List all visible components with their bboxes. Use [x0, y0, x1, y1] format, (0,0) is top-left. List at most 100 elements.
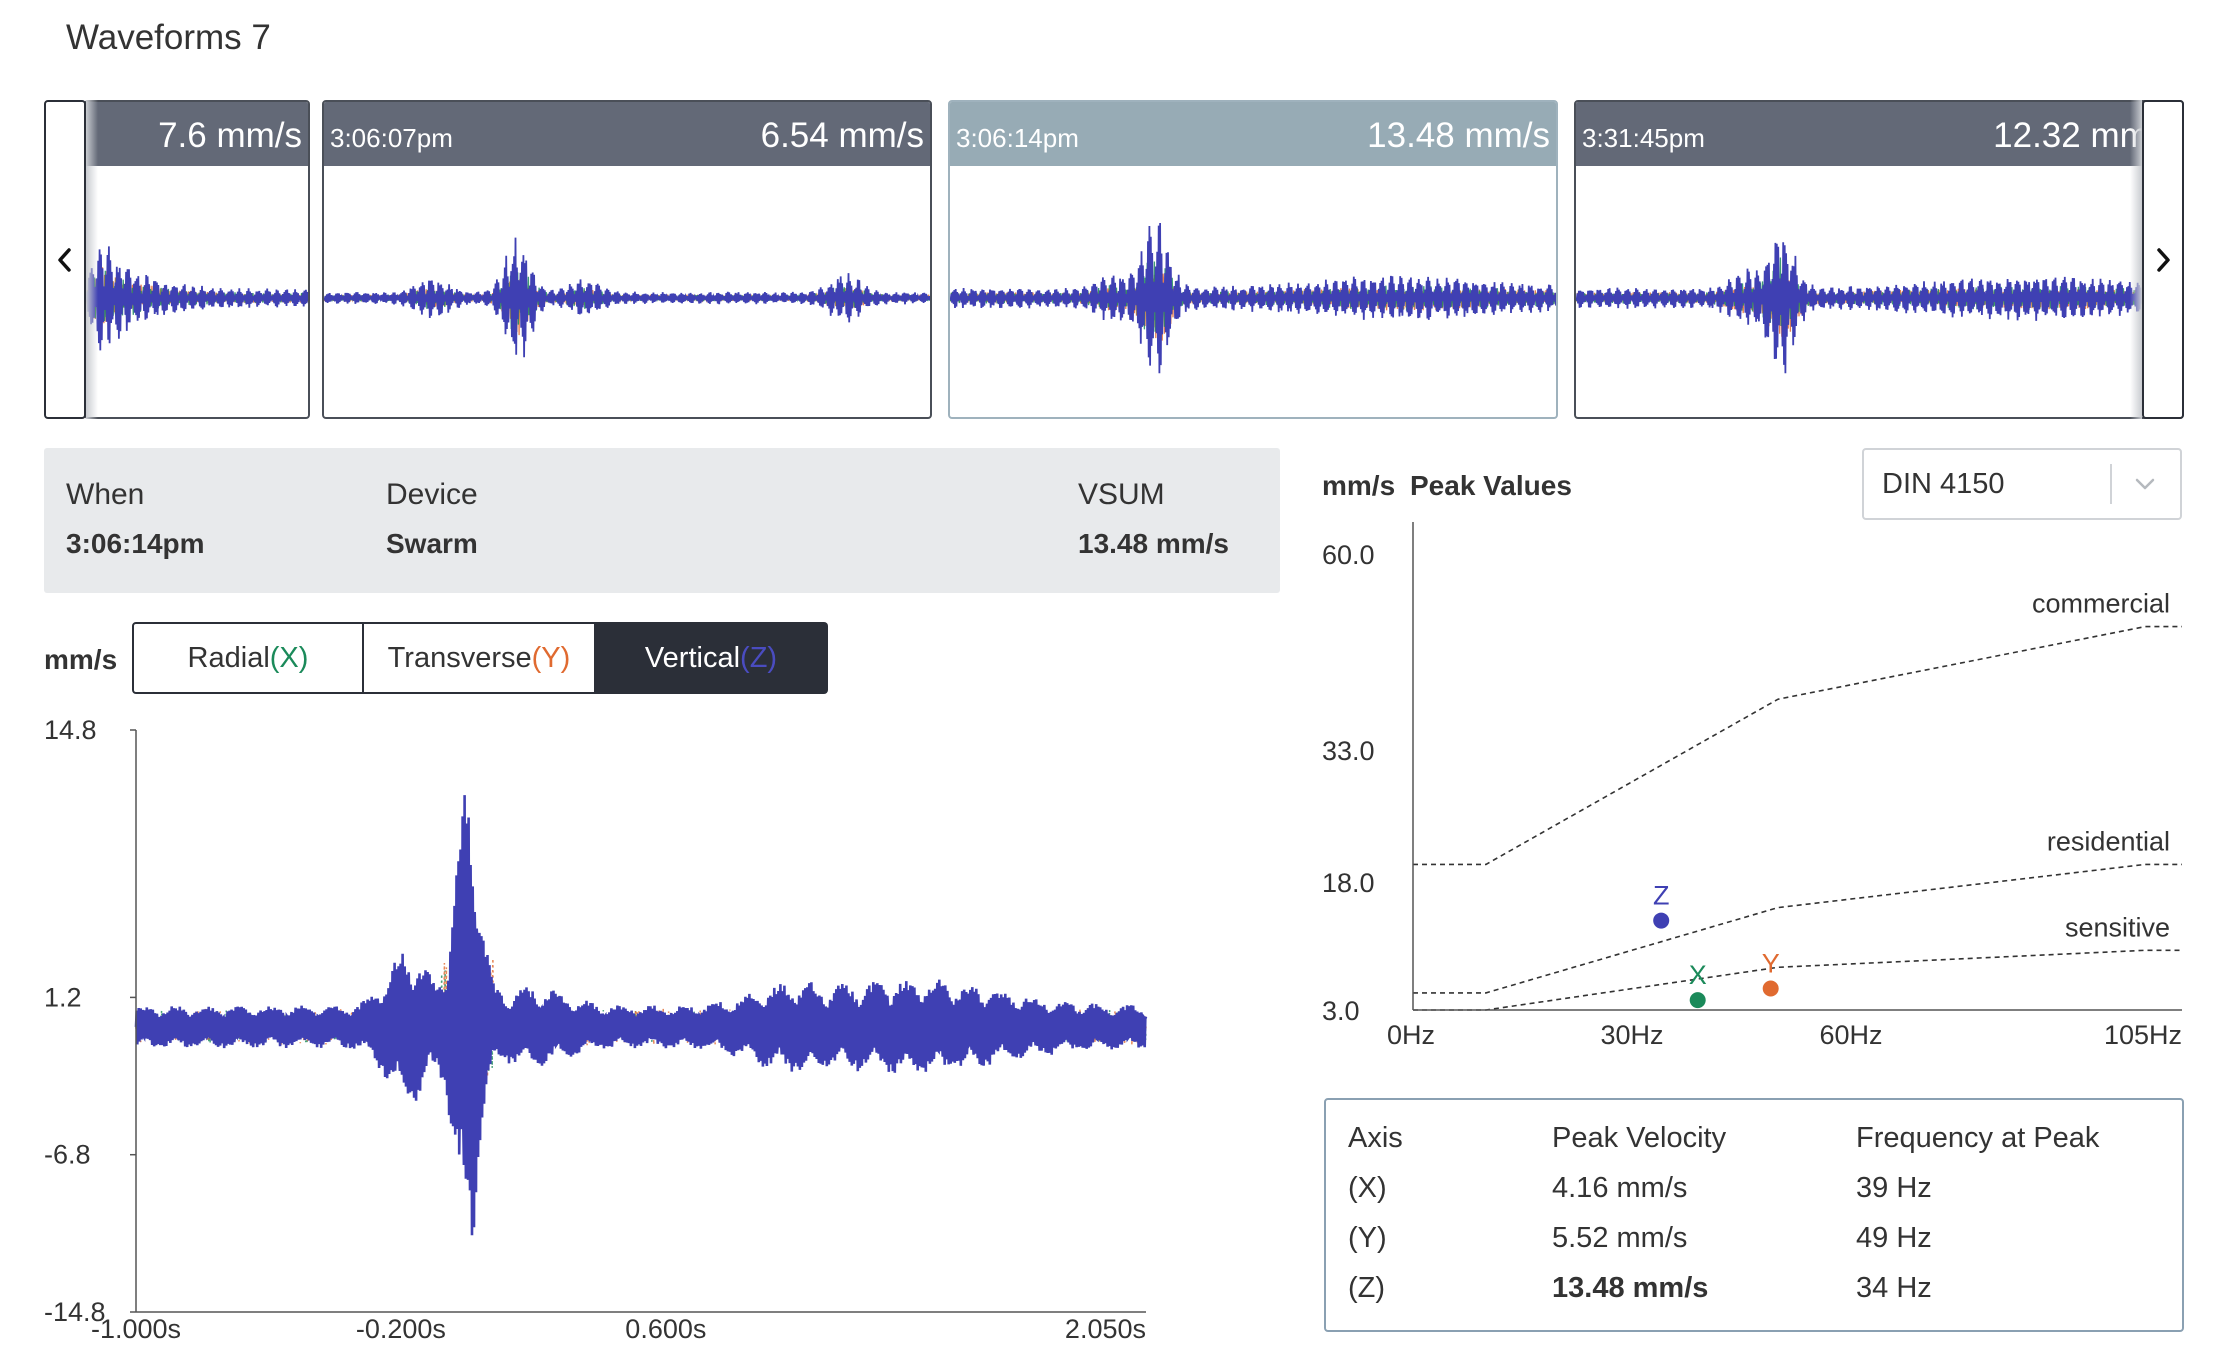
y-tick-label: 18.0 [1322, 868, 1375, 898]
standard-select[interactable]: DIN 4150 [1862, 448, 2182, 520]
table-header-frequency: Frequency at Peak [1856, 1122, 2100, 1154]
y-tick-label: -6.8 [44, 1140, 91, 1170]
vsum-value: 13.48 mm/s [1078, 528, 1229, 559]
chevron-right-icon [2157, 247, 2170, 272]
waveform-card-time: 3:31:45pm [1582, 123, 1705, 153]
table-header-axis: Axis [1348, 1122, 1403, 1154]
waveform-chart[interactable]: 14.8 1.2 -6.8 -14.8-1.000s -0.200s 0.600s 2.05… [30, 710, 1280, 1340]
table-row-frequency: 49 Hz [1856, 1222, 1932, 1254]
waveform-card[interactable]: 3:31:45pm 12.32 mm/s [1574, 100, 2184, 419]
peak-point-label: Y [1762, 948, 1780, 978]
thumbnail-trace-z [86, 246, 308, 351]
table-row-axis: (Y) [1348, 1222, 1387, 1254]
device-label: Device [386, 478, 478, 511]
table-row-velocity: 5.52 mm/s [1552, 1222, 1688, 1254]
carousel-prev-button[interactable] [44, 100, 86, 419]
device-value: Swarm [386, 528, 478, 559]
tab-transverse-label: Transverse [387, 641, 532, 674]
tab-vertical-axis: (Z) [740, 641, 778, 674]
peak-point-z[interactable] [1653, 912, 1670, 929]
limit-line-label: commercial [2032, 589, 2170, 619]
tab-transverse-axis: (Y) [531, 641, 571, 674]
waveform-thumbnail [324, 237, 930, 358]
waveform-card-time: 3:06:14pm [956, 123, 1079, 153]
table-row-velocity: 13.48 mm/s [1552, 1272, 1709, 1304]
waveform-card-selected[interactable]: 3:06:14pm 13.48 mm/s [948, 100, 1558, 419]
y-tick-label: -14.8 [44, 1297, 106, 1327]
table-row-velocity: 4.16 mm/s [1552, 1172, 1688, 1204]
carousel-fade-right [2130, 100, 2142, 419]
waveform-thumbnail [950, 222, 1556, 374]
thumbnail-trace-z [950, 222, 1556, 374]
x-tick-label: 2.050s [1065, 1314, 1146, 1340]
tab-radial[interactable]: Radial (X) [132, 622, 364, 694]
peak-point-label: X [1689, 960, 1707, 990]
tab-radial-axis: (X) [269, 641, 309, 674]
select-divider [2110, 464, 2112, 504]
peak-values-title: Peak Values [1410, 470, 1572, 501]
limit-line-residential [1413, 863, 2182, 994]
chevron-left-icon [58, 247, 71, 272]
x-tick-label: 0Hz [1387, 1020, 1435, 1050]
peak-point-y[interactable] [1762, 980, 1779, 997]
table-row-frequency: 39 Hz [1856, 1172, 1932, 1204]
info-device: Device Swarm [386, 478, 478, 560]
x-tick-label: -1.000s [91, 1314, 181, 1340]
carousel-fade-left [86, 100, 98, 419]
table-row-axis: (X) [1348, 1172, 1387, 1204]
waveform-trace-z [134, 795, 1148, 1236]
page-title: Waveforms 7 [66, 18, 271, 57]
waveform-card-value: 7.6 mm/s [158, 116, 302, 155]
waveform-card-header: 3:06:07pm 6.54 mm/s [324, 102, 930, 166]
x-tick-label: -0.200s [356, 1314, 446, 1340]
when-value: 3:06:14pm [66, 528, 205, 559]
waveform-carousel: 7.6 mm/s 3:06:07pm 6.54 mm/s 3:06:14pm 1… [44, 100, 2184, 420]
thumbnail-trace-z [324, 237, 930, 358]
limit-line-label: residential [2047, 826, 2170, 856]
limit-line-commercial [1413, 625, 2182, 866]
carousel-next-button[interactable] [2142, 100, 2184, 419]
waveform-card-value: 6.54 mm/s [760, 116, 924, 155]
waveform-card[interactable]: 3:06:07pm 6.54 mm/s [322, 100, 932, 419]
peak-values-chart[interactable]: commercial residential sensitive 60.0 33.0 1… [1300, 510, 2200, 1070]
x-tick-label: 30Hz [1600, 1020, 1663, 1050]
y-tick-label: 1.2 [44, 982, 82, 1012]
standard-select-value: DIN 4150 [1882, 468, 2005, 500]
tab-vertical-label: Vertical [644, 641, 741, 674]
table-row-axis: (Z) [1348, 1272, 1386, 1304]
x-tick-label: 105Hz [2104, 1020, 2182, 1050]
vsum-label: VSUM [1078, 478, 1165, 511]
waveform-card-header: 7.6 mm/s [86, 102, 308, 166]
waveform-card-time: 3:06:07pm [330, 123, 453, 153]
y-tick-label: 3.0 [1322, 996, 1360, 1026]
info-vsum: VSUM 13.48 mm/s [1078, 478, 1229, 560]
x-tick-label: 60Hz [1819, 1020, 1882, 1050]
waveform-card-header: 3:06:14pm 13.48 mm/s [950, 102, 1556, 166]
event-info-panel: When 3:06:14pm Device Swarm VSUM 13.48 m… [44, 448, 1280, 593]
peak-point-x[interactable] [1689, 992, 1706, 1009]
waveform-unit-label: mm/s [44, 644, 118, 675]
waveform-card-value: 13.48 mm/s [1367, 116, 1550, 155]
waveform-thumbnail [86, 246, 308, 351]
tab-transverse[interactable]: Transverse (Y) [364, 622, 596, 694]
y-tick-label: 60.0 [1322, 540, 1375, 570]
y-tick-label: 14.8 [44, 715, 97, 745]
peak-point-label: Z [1653, 881, 1670, 911]
waveform-thumbnail [1576, 242, 2182, 374]
chevron-down-icon [2135, 478, 2155, 490]
limit-line-label: sensitive [2065, 912, 2170, 942]
peak-table: Axis Peak Velocity Frequency at Peak (X)… [1324, 1098, 2184, 1332]
waveform-card-header: 3:31:45pm 12.32 mm/s [1576, 102, 2182, 166]
waveform-card[interactable]: 7.6 mm/s [84, 100, 310, 419]
tab-vertical[interactable]: Vertical (Z) [596, 622, 828, 694]
x-tick-label: 0.600s [625, 1314, 706, 1340]
thumbnail-trace-z [1576, 242, 2182, 374]
y-tick-label: 33.0 [1322, 736, 1375, 766]
axis-tabs: Radial (X) Transverse (Y) Vertical (Z) [132, 622, 828, 694]
info-when: When 3:06:14pm [66, 478, 205, 560]
table-row-frequency: 34 Hz [1856, 1272, 1932, 1304]
when-label: When [66, 478, 145, 511]
tab-radial-label: Radial [187, 641, 270, 674]
peak-unit-label: mm/s [1322, 470, 1396, 501]
table-header-velocity: Peak Velocity [1552, 1122, 1727, 1154]
